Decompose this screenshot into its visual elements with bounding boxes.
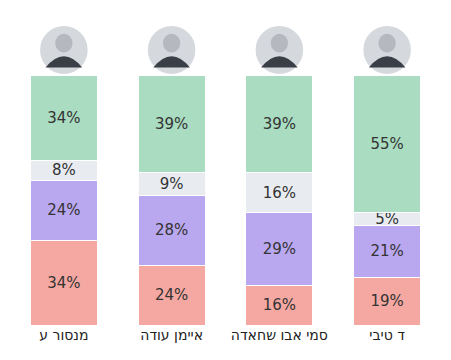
svg-text:39%: 39% [155, 115, 188, 133]
svg-text:9%: 9% [160, 175, 184, 193]
svg-text:איימן עודה: איימן עודה [140, 327, 203, 343]
svg-text:מנסור ע: מנסור ע [39, 327, 88, 343]
svg-text:24%: 24% [155, 286, 188, 304]
svg-text:29%: 29% [263, 240, 296, 258]
svg-text:סמי אבו שחאדה: סמי אבו שחאדה [231, 327, 328, 343]
svg-text:39%: 39% [263, 115, 296, 133]
svg-text:24%: 24% [47, 201, 80, 219]
svg-text:34%: 34% [47, 274, 80, 292]
svg-text:55%: 55% [370, 135, 403, 153]
svg-text:16%: 16% [263, 184, 296, 202]
svg-text:ד טיבי: ד טיבי [369, 327, 405, 343]
svg-text:8%: 8% [52, 161, 76, 179]
svg-text:28%: 28% [155, 221, 188, 239]
svg-text:5%: 5% [375, 210, 399, 228]
svg-text:34%: 34% [47, 109, 80, 127]
svg-text:16%: 16% [263, 296, 296, 314]
svg-text:19%: 19% [370, 292, 403, 310]
svg-text:21%: 21% [370, 242, 403, 260]
